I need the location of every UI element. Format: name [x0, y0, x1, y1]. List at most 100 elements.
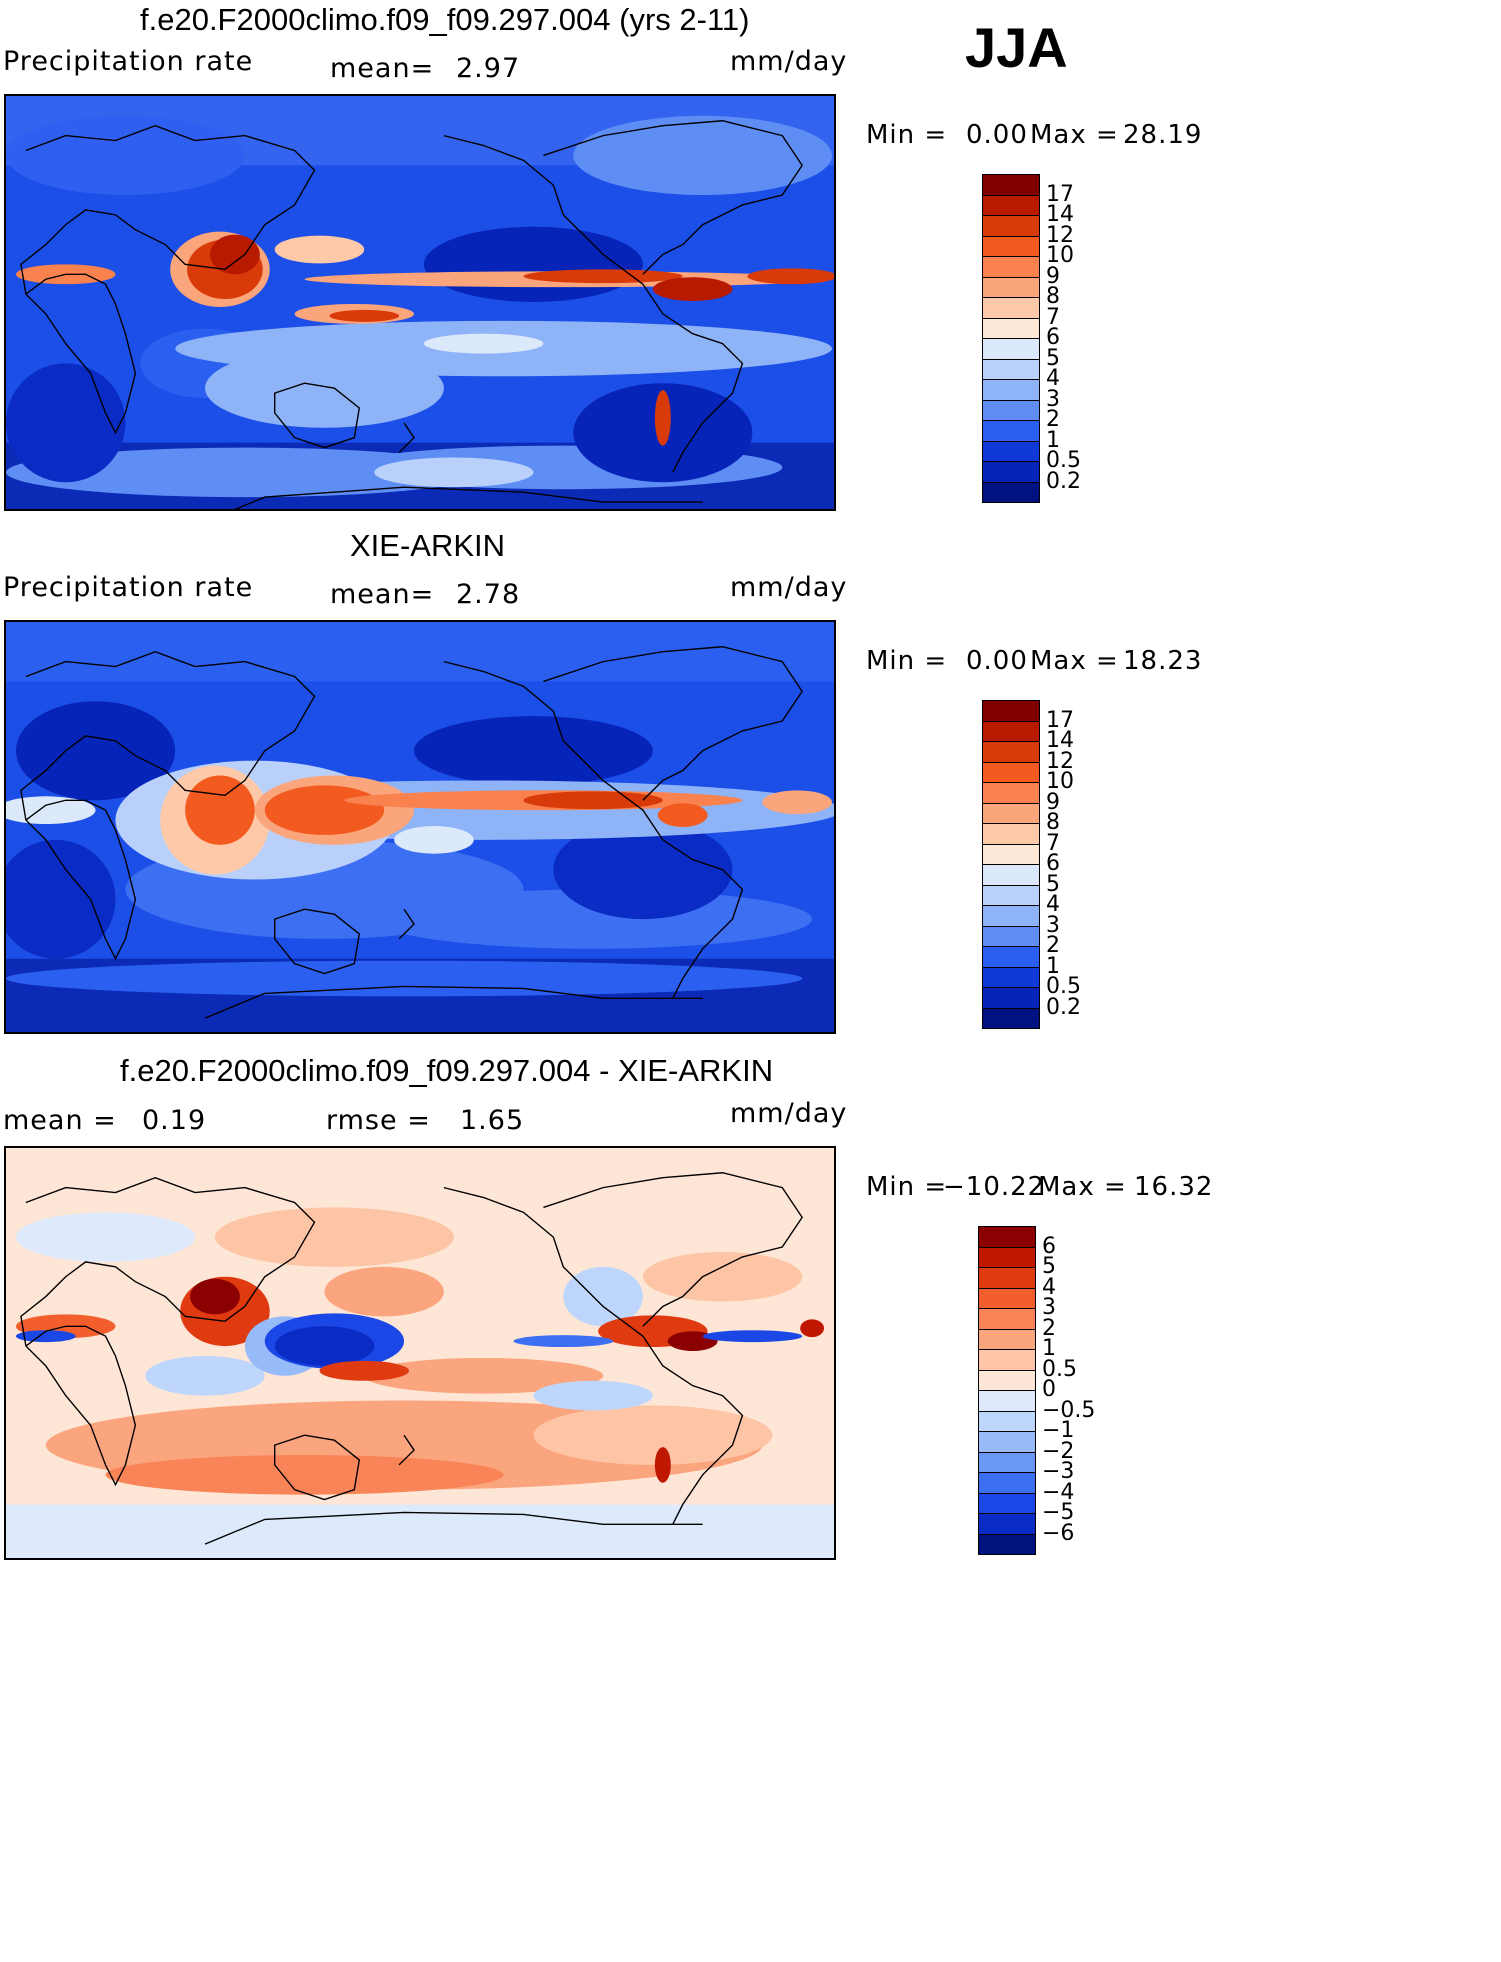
- panel-2-min-value: 0.00: [966, 646, 1028, 676]
- colorbar-level-label: 6: [1046, 851, 1060, 876]
- panel-3-rmse-value: 1.65: [460, 1105, 525, 1136]
- panel-3-colorbar: 6 5 4 3 2 1 0.5 0 −0.5 −1 −2 −3 −4 −5 −6: [978, 1226, 1138, 1555]
- colorbar-level-label: 3: [1042, 1295, 1056, 1320]
- panel-3-min-label: Min =: [866, 1172, 948, 1202]
- colorbar-level-label: 7: [1046, 830, 1060, 856]
- panel-2-precip-field: [6, 622, 834, 1032]
- colorbar-swatch: [982, 823, 1040, 845]
- colorbar-swatch: [982, 802, 1040, 824]
- colorbar-level-label: 14: [1046, 728, 1074, 753]
- colorbar-swatch: [978, 1349, 1036, 1371]
- colorbar-level-label: 7: [1046, 304, 1060, 330]
- panel-1-mean-value: 2.97: [456, 53, 521, 84]
- panel-2-max-label: Max =: [1030, 646, 1119, 676]
- colorbar-swatch: [978, 1226, 1036, 1248]
- colorbar-swatch: [982, 215, 1040, 237]
- colorbar-level-label: 4: [1046, 892, 1060, 917]
- panel-3-max-value: 16.32: [1134, 1172, 1214, 1202]
- colorbar-level-label: 5: [1046, 871, 1060, 897]
- colorbar-swatch: [982, 174, 1040, 196]
- colorbar-level-label: 17: [1046, 181, 1074, 207]
- colorbar-level-label: −4: [1042, 1479, 1075, 1505]
- colorbar-level-label: 8: [1046, 284, 1060, 309]
- colorbar-swatch: [978, 1390, 1036, 1412]
- colorbar-level-label: −2: [1042, 1438, 1075, 1464]
- colorbar-swatch: [978, 1308, 1036, 1330]
- season-label: JJA: [965, 16, 1068, 79]
- colorbar-level-label: 9: [1046, 789, 1060, 815]
- colorbar-level-label: 10: [1046, 243, 1074, 268]
- panel-3-mean-value: 0.19: [142, 1105, 207, 1136]
- colorbar-swatch: [978, 1328, 1036, 1350]
- colorbar-level-label: 1: [1046, 953, 1060, 979]
- panel-3-mean-label: mean =: [3, 1105, 117, 1136]
- panel-1-map: [4, 94, 836, 511]
- colorbar-level-label: 0.5: [1046, 448, 1081, 473]
- colorbar-swatch: [982, 966, 1040, 988]
- colorbar-swatch: [978, 1513, 1036, 1535]
- panel-3-min-value: −10.22: [943, 1172, 1046, 1202]
- panel-3-map: [4, 1146, 836, 1560]
- panel-1-variable-label: Precipitation rate: [3, 46, 254, 77]
- colorbar-swatch: [982, 987, 1040, 1009]
- panel-2-title: XIE-ARKIN: [350, 528, 506, 563]
- panel-3-units: mm/day: [730, 1098, 848, 1129]
- panel-1-title: f.e20.F2000climo.f09_f09.297.004 (yrs 2-…: [140, 2, 750, 37]
- colorbar-level-label: 3: [1046, 912, 1060, 938]
- panel-2-units: mm/day: [730, 572, 848, 603]
- panel-1-max-value: 28.19: [1123, 120, 1203, 150]
- colorbar-swatch: [978, 1451, 1036, 1473]
- colorbar-swatch: [982, 379, 1040, 401]
- colorbar-swatch: [978, 1246, 1036, 1268]
- colorbar-swatch: [982, 884, 1040, 906]
- colorbar-swatch: [982, 905, 1040, 927]
- panel-2-mean-value: 2.78: [456, 579, 521, 610]
- colorbar-swatch: [982, 782, 1040, 804]
- panel-2-max-value: 18.23: [1123, 646, 1203, 676]
- colorbar-swatch: [982, 235, 1040, 257]
- colorbar-level-label: 0.2: [1046, 468, 1081, 494]
- colorbar-level-label: 2: [1042, 1315, 1056, 1341]
- colorbar-level-label: −6: [1042, 1520, 1075, 1546]
- colorbar-swatch: [982, 700, 1040, 722]
- panel-2-mean-label: mean=: [330, 579, 435, 610]
- colorbar-swatch: [978, 1287, 1036, 1309]
- colorbar-swatch: [982, 925, 1040, 947]
- colorbar-swatch: [978, 1369, 1036, 1391]
- panel-1-precip-field: [6, 96, 834, 509]
- colorbar-swatch: [982, 358, 1040, 380]
- panel-3-title: f.e20.F2000climo.f09_f09.297.004 - XIE-A…: [120, 1053, 774, 1088]
- colorbar-level-label: 0.5: [1042, 1356, 1077, 1382]
- colorbar-level-label: 0: [1042, 1377, 1056, 1402]
- colorbar-level-label: −3: [1042, 1459, 1075, 1484]
- panel-3-rmse-label: rmse =: [326, 1105, 431, 1136]
- panel-1-colorbar: 17 14 12 10 9 8 7 6 5 4 3 2 1 0.5 0.2: [982, 174, 1142, 503]
- colorbar-level-label: 12: [1046, 222, 1074, 248]
- colorbar-swatch: [982, 461, 1040, 483]
- colorbar-level-label: 2: [1046, 933, 1060, 958]
- colorbar-swatch: [982, 194, 1040, 216]
- colorbar-swatch: [982, 256, 1040, 278]
- colorbar-level-label: 4: [1046, 366, 1060, 391]
- colorbar-swatch: [982, 420, 1040, 442]
- colorbar-swatch: [982, 761, 1040, 783]
- colorbar-level-label: 14: [1046, 202, 1074, 227]
- panel-2-min-label: Min =: [866, 646, 948, 676]
- colorbar-level-label: 3: [1046, 386, 1060, 412]
- panel-1-min-label: Min =: [866, 120, 948, 150]
- panel-1-min-value: 0.00: [966, 120, 1028, 150]
- colorbar-swatch: [982, 399, 1040, 421]
- colorbar-level-label: 8: [1046, 810, 1060, 835]
- panel-3-difference-field: [6, 1148, 834, 1558]
- colorbar-level-label: 10: [1046, 769, 1074, 794]
- colorbar-swatch: [982, 481, 1040, 503]
- colorbar-swatch: [982, 720, 1040, 742]
- colorbar-level-label: −1: [1042, 1418, 1075, 1443]
- panel-2-variable-label: Precipitation rate: [3, 572, 254, 603]
- colorbar-swatch: [982, 1007, 1040, 1029]
- colorbar-level-label: 6: [1046, 325, 1060, 350]
- panel-2-colorbar: 17 14 12 10 9 8 7 6 5 4 3 2 1 0.5 0.2: [982, 700, 1142, 1029]
- colorbar-swatch: [978, 1431, 1036, 1453]
- colorbar-level-label: 17: [1046, 707, 1074, 733]
- colorbar-swatch: [982, 946, 1040, 968]
